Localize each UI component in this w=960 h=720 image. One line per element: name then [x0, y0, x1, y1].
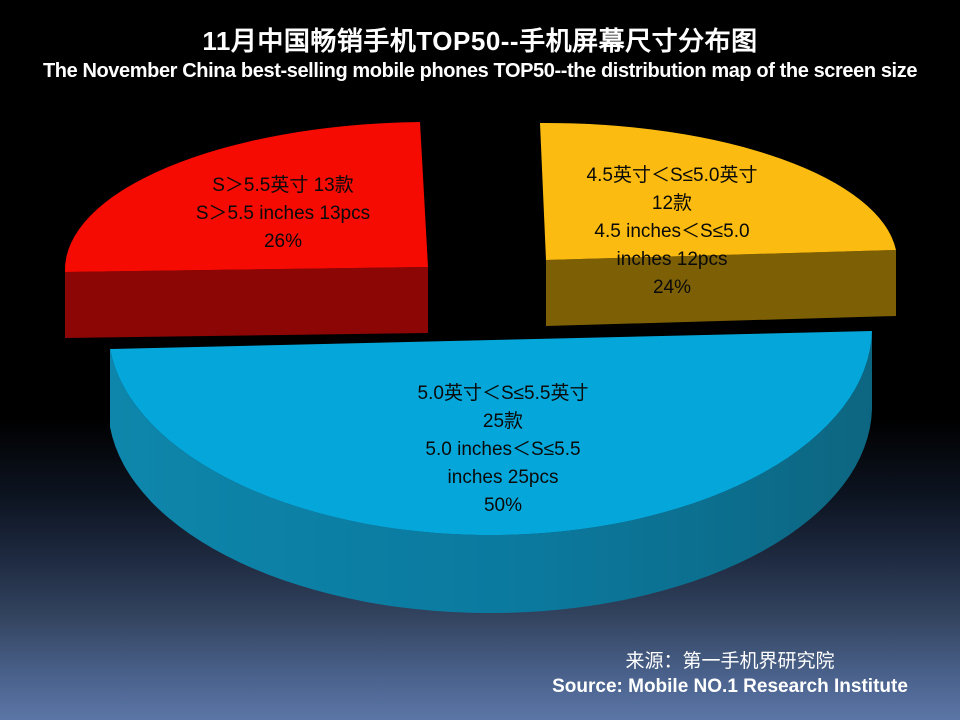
blue-slice-label-line-1: 5.0英寸＜S≤5.5英寸: [417, 383, 589, 404]
source-line-en: Source: Mobile NO.1 Research Institute: [552, 676, 908, 697]
red-slice-label-line-1: S＞5.5英寸 13款: [212, 175, 354, 196]
source-note: 来源：第一手机界研究院 Source: Mobile NO.1 Research…: [540, 649, 920, 699]
slide-subtitle: The November China best-selling mobile p…: [42, 60, 918, 82]
pie-slice-yellow-side: [546, 250, 896, 326]
yellow-slice-label-line-3: 4.5 inches＜S≤5.0: [594, 221, 750, 242]
yellow-slice-label-percent: 24%: [652, 277, 692, 298]
pie-slice-yellow-top: [540, 122, 896, 260]
yellow-slice-label-line-4: inches 12pcs: [616, 249, 728, 270]
pie-slice-red-top: [64, 122, 428, 272]
blue-slice-label-line-4: inches 25pcs: [447, 467, 559, 488]
blue-slice-label: 5.0英寸＜S≤5.5英寸 25款 5.0 inches＜S≤5.5 inche…: [353, 380, 653, 520]
blue-slice-label-percent: 50%: [483, 495, 523, 516]
red-slice-label: S＞5.5英寸 13款 S＞5.5 inches 13pcs 26%: [133, 172, 433, 256]
yellow-slice-label-line-2: 12款: [651, 193, 693, 214]
red-slice-label-line-2: S＞5.5 inches 13pcs: [195, 203, 371, 224]
pie-slice-red-side: [65, 267, 428, 338]
pie-slice-blue-side: [110, 331, 872, 614]
yellow-slice-label: 4.5英寸＜S≤5.0英寸 12款 4.5 inches＜S≤5.0 inche…: [522, 162, 822, 302]
slide-title: 11月中国畅销手机TOP50--手机屏幕尺寸分布图: [202, 26, 758, 56]
pie-slice-blue-top: [110, 331, 872, 536]
blue-slice-label-line-2: 25款: [482, 411, 524, 432]
yellow-slice-label-line-1: 4.5英寸＜S≤5.0英寸: [586, 165, 758, 186]
red-slice-label-percent: 26%: [263, 231, 303, 252]
source-line-cn: 来源：第一手机界研究院: [625, 651, 835, 672]
blue-slice-label-line-3: 5.0 inches＜S≤5.5: [425, 439, 581, 460]
